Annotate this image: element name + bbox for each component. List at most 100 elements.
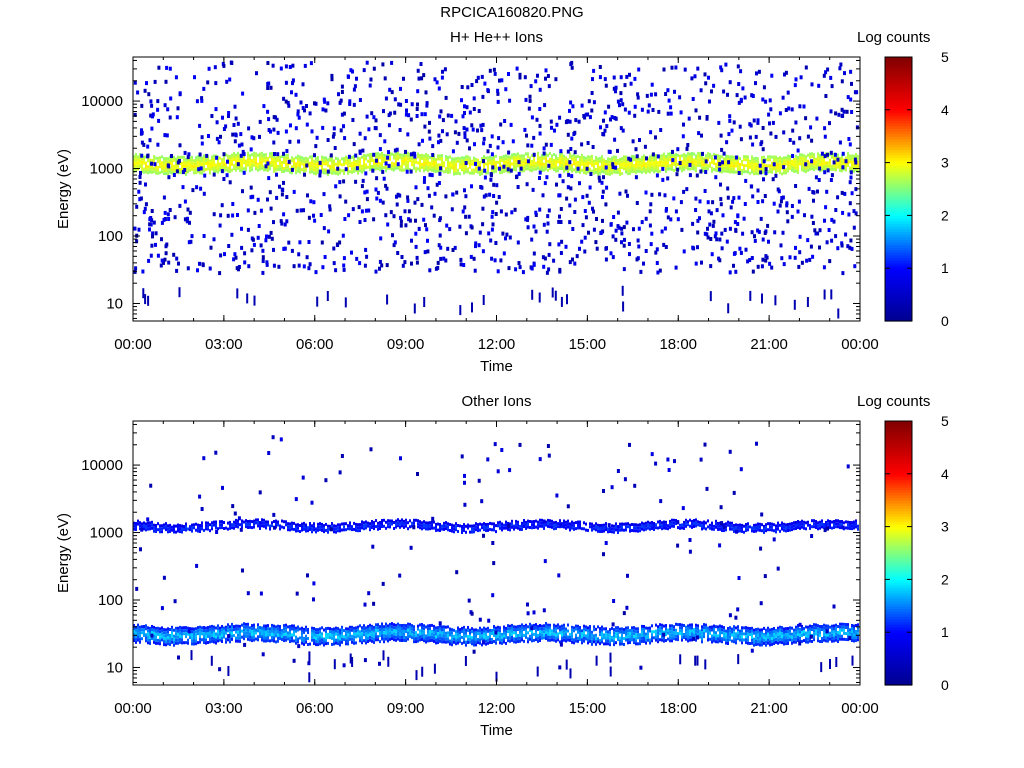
heatmap-cell bbox=[415, 160, 417, 164]
heatmap-cell bbox=[451, 157, 453, 161]
heatmap-cell bbox=[623, 167, 625, 171]
heatmap-cell bbox=[167, 160, 169, 164]
heatmap-cell bbox=[857, 163, 859, 167]
heatmap-cell bbox=[470, 225, 474, 230]
heatmap-cell bbox=[323, 99, 327, 104]
heatmap-cell bbox=[691, 245, 695, 250]
heatmap-cell bbox=[565, 526, 567, 530]
heatmap-cell bbox=[797, 264, 801, 269]
heatmap-cell bbox=[455, 525, 457, 529]
heatmap-cell bbox=[538, 176, 541, 180]
heatmap-cell bbox=[489, 521, 491, 525]
heatmap-cell bbox=[517, 520, 519, 524]
heatmap-cell bbox=[241, 169, 243, 173]
heatmap-cell bbox=[701, 160, 703, 164]
heatmap-cell bbox=[287, 165, 289, 169]
heatmap-cell bbox=[373, 524, 375, 528]
heatmap-cell bbox=[317, 525, 319, 529]
heatmap-cell bbox=[803, 526, 805, 530]
heatmap-cell bbox=[654, 92, 658, 97]
heatmap-cell bbox=[133, 155, 135, 159]
heatmap-cell bbox=[703, 526, 705, 530]
heatmap-cell bbox=[471, 524, 473, 528]
heatmap-cell bbox=[482, 141, 486, 146]
heatmap-cell bbox=[159, 633, 161, 637]
heatmap-cell bbox=[321, 107, 325, 112]
heatmap-cell bbox=[757, 69, 761, 74]
heatmap-cell bbox=[225, 640, 227, 644]
heatmap-cell bbox=[443, 524, 445, 528]
heatmap-cell bbox=[255, 161, 257, 165]
heatmap-cell bbox=[553, 159, 555, 162]
heatmap-cell bbox=[765, 164, 767, 168]
heatmap-cell bbox=[625, 158, 627, 162]
heatmap-cell bbox=[365, 523, 367, 527]
heatmap-cell bbox=[157, 528, 159, 532]
heatmap-cell bbox=[811, 519, 813, 523]
heatmap-cell bbox=[487, 528, 489, 532]
heatmap-cell bbox=[308, 262, 312, 267]
heatmap-cell bbox=[565, 159, 567, 163]
heatmap-cell bbox=[155, 635, 157, 639]
heatmap-cell bbox=[475, 528, 477, 532]
heatmap-cell bbox=[147, 632, 149, 636]
heatmap-cell bbox=[423, 154, 425, 158]
heatmap-cell bbox=[495, 524, 497, 528]
heatmap-cell bbox=[527, 519, 529, 523]
heatmap-cell bbox=[441, 169, 443, 172]
heatmap-cell bbox=[251, 633, 253, 637]
heatmap-cell bbox=[369, 156, 371, 159]
heatmap-cell bbox=[249, 525, 251, 529]
heatmap-cell bbox=[309, 170, 311, 174]
heatmap-cell bbox=[673, 89, 676, 94]
heatmap-cell bbox=[523, 157, 525, 161]
heatmap-cell bbox=[203, 173, 207, 178]
heatmap-cell bbox=[737, 158, 739, 162]
heatmap-cell bbox=[275, 162, 277, 166]
heatmap-cell bbox=[767, 155, 769, 159]
heatmap-cell bbox=[483, 168, 487, 173]
heatmap-cell bbox=[823, 134, 827, 139]
heatmap-cell bbox=[633, 529, 635, 533]
heatmap-cell bbox=[217, 624, 219, 628]
heatmap-cell bbox=[407, 217, 411, 222]
heatmap-cell bbox=[375, 176, 379, 181]
heatmap-cell bbox=[589, 161, 591, 165]
heatmap-cell bbox=[848, 245, 852, 250]
heatmap-cell bbox=[241, 157, 243, 161]
heatmap-cell bbox=[625, 167, 627, 171]
heatmap-cell bbox=[503, 160, 505, 164]
heatmap-cell bbox=[401, 524, 403, 528]
heatmap-cell bbox=[653, 167, 655, 171]
colorbar-segment bbox=[885, 207, 912, 211]
heatmap-cell bbox=[551, 522, 553, 526]
heatmap-cell bbox=[507, 521, 509, 525]
heatmap-cell bbox=[490, 152, 494, 157]
heatmap-cell bbox=[282, 246, 286, 251]
heatmap-cell bbox=[237, 166, 239, 170]
heatmap-cell bbox=[822, 73, 826, 78]
heatmap-cell bbox=[565, 520, 567, 524]
heatmap-cell bbox=[255, 167, 257, 171]
heatmap-cell bbox=[725, 154, 727, 158]
heatmap-cell bbox=[295, 165, 297, 169]
heatmap-cell bbox=[643, 166, 645, 170]
heatmap-cell bbox=[727, 523, 729, 527]
heatmap-cell bbox=[751, 269, 755, 274]
heatmap-cell bbox=[365, 60, 369, 65]
heatmap-cell bbox=[281, 161, 283, 164]
heatmap-cell bbox=[831, 164, 833, 168]
heatmap-cell bbox=[470, 83, 474, 87]
heatmap-cell bbox=[445, 167, 447, 170]
heatmap-cell bbox=[141, 637, 143, 641]
heatmap-cell bbox=[733, 529, 735, 533]
heatmap-cell bbox=[338, 240, 342, 245]
heatmap-cell bbox=[743, 202, 747, 206]
heatmap-cell bbox=[175, 638, 177, 642]
heatmap-cell bbox=[241, 189, 244, 194]
heatmap-cell bbox=[385, 169, 387, 173]
heatmap-cell bbox=[148, 217, 152, 222]
heatmap-cell bbox=[386, 294, 389, 305]
heatmap-cell bbox=[573, 210, 577, 214]
heatmap-cell bbox=[757, 528, 759, 532]
